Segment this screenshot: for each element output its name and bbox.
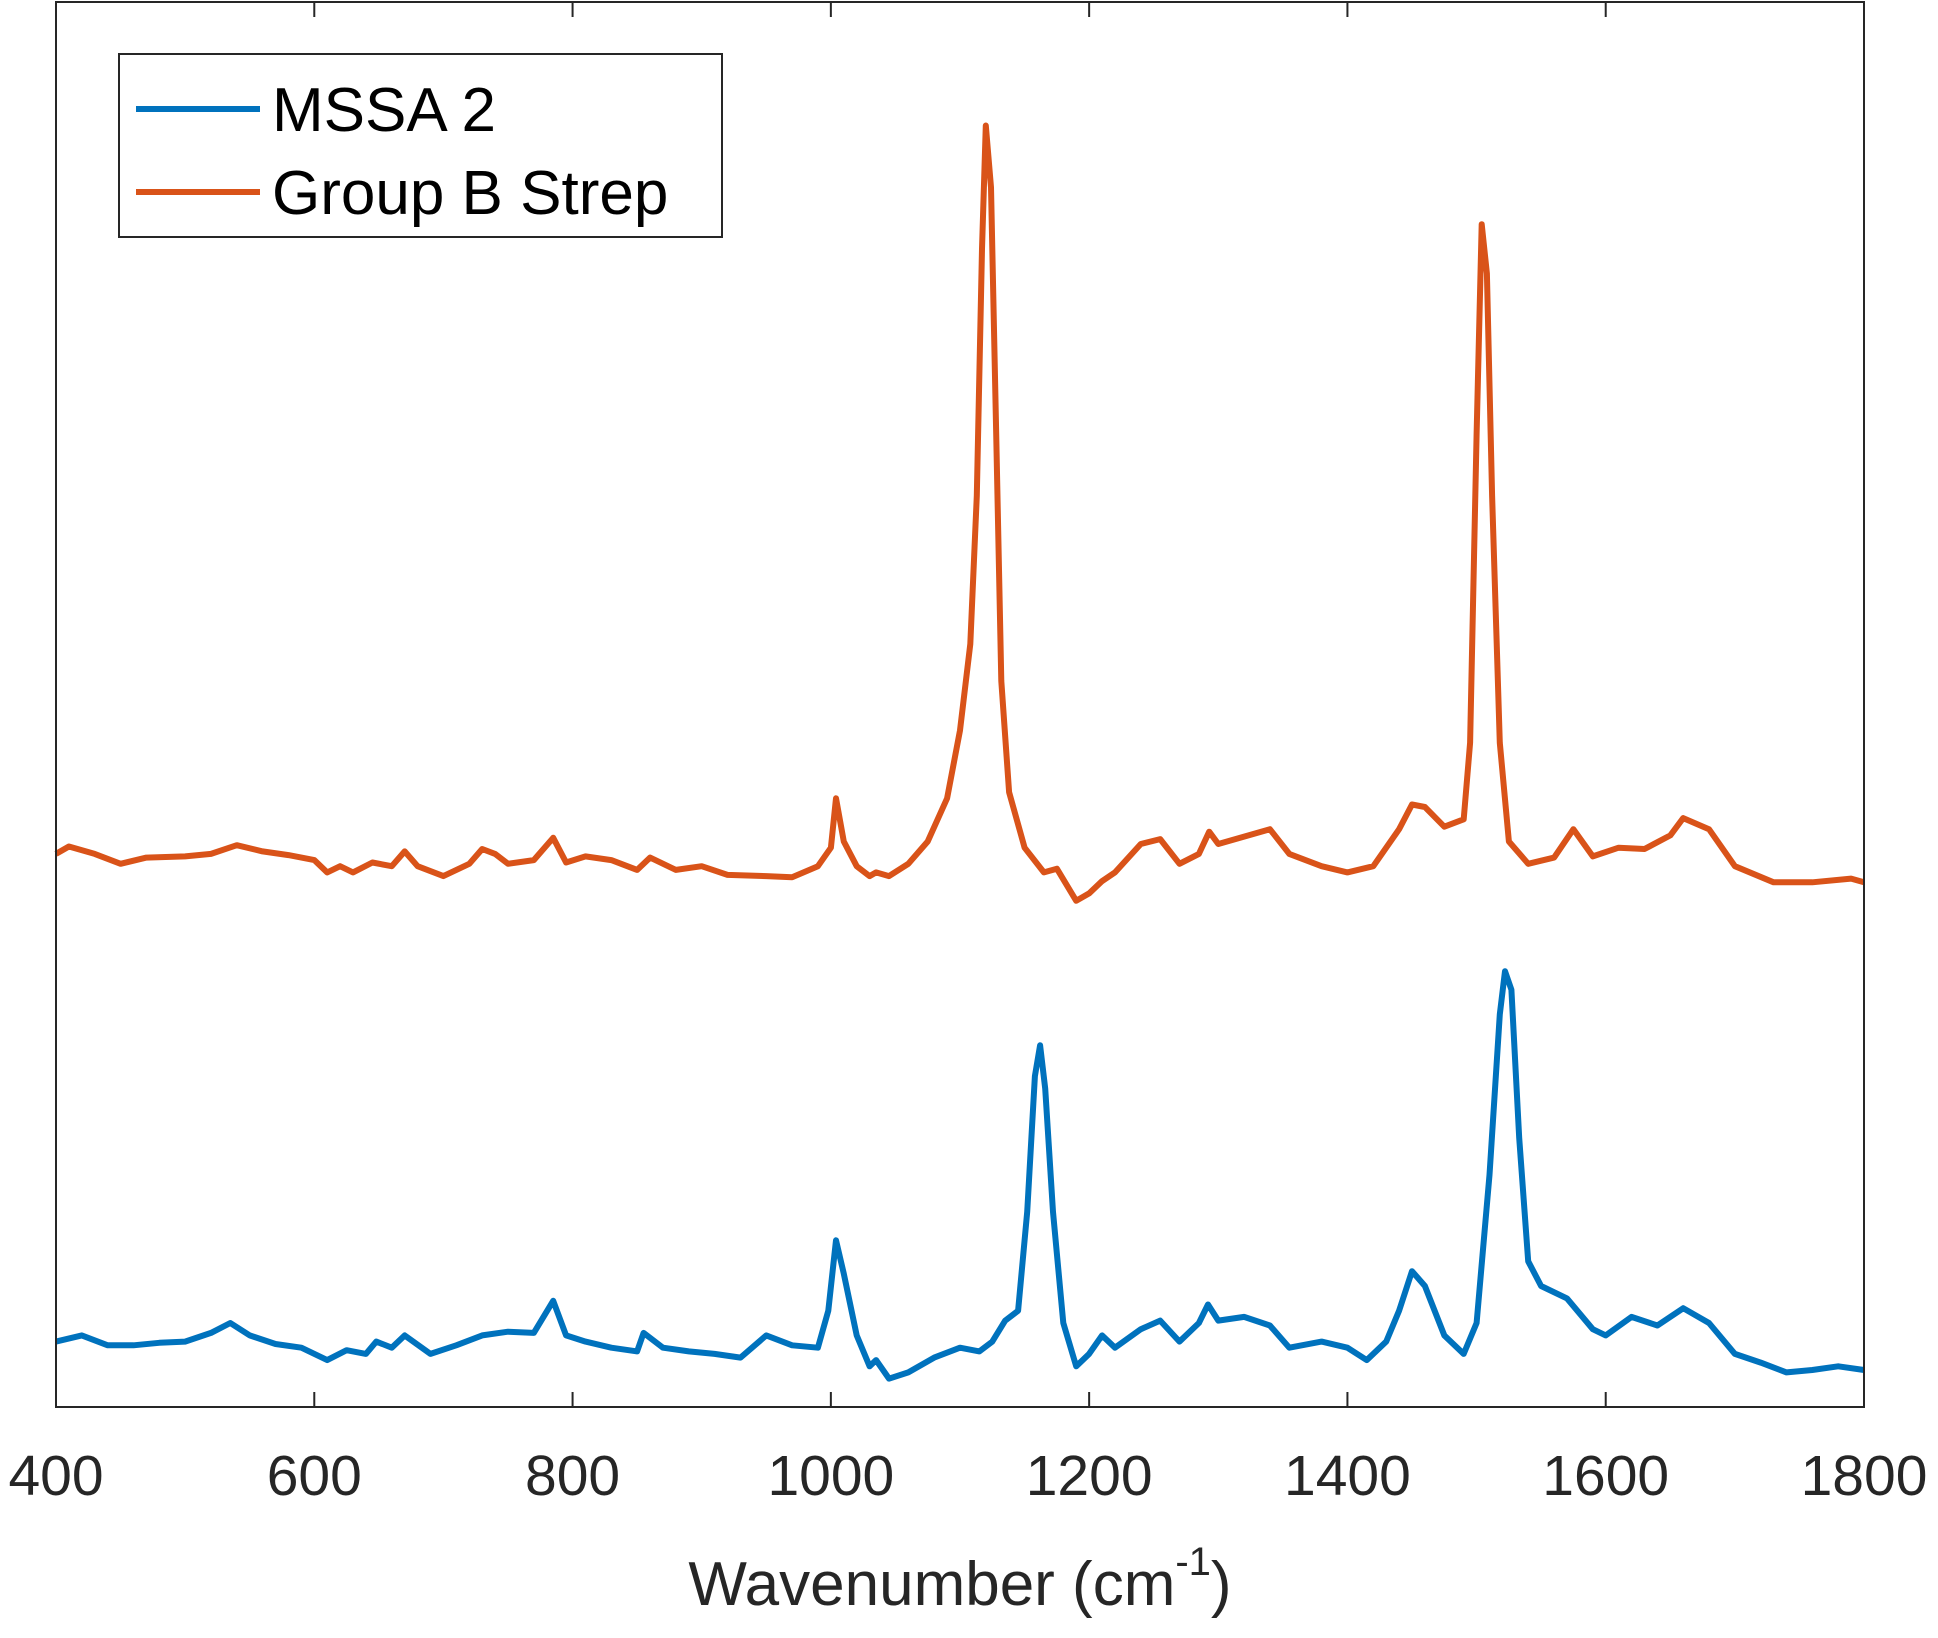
x-tick-label: 1400 [1284,1444,1411,1508]
series-line [54,122,1865,904]
x-label-suffix: ) [1211,1550,1232,1619]
x-tick-label: 400 [8,1444,103,1508]
x-tick-label: 1600 [1542,1444,1669,1508]
x-label-superscript: -1 [1175,1540,1211,1584]
axes-box [55,1,1865,1408]
legend-box [118,53,723,238]
x-label-text: Wavenumber (cm [688,1550,1175,1619]
x-tick-label: 600 [267,1444,362,1508]
x-tick-label: 1800 [1801,1444,1928,1508]
x-tick-label: 1000 [767,1444,894,1508]
legend-label: Group B Strep [272,159,668,228]
plot-area [54,122,1865,1382]
x-axis-label: Wavenumber (cm-1) [688,1540,1231,1619]
legend: MSSA 2 Group B Strep [118,53,723,238]
x-tick-label: 800 [525,1444,620,1508]
series-line [55,968,1865,1382]
x-tick-label: 1200 [1026,1444,1153,1508]
legend-label: MSSA 2 [272,76,496,145]
